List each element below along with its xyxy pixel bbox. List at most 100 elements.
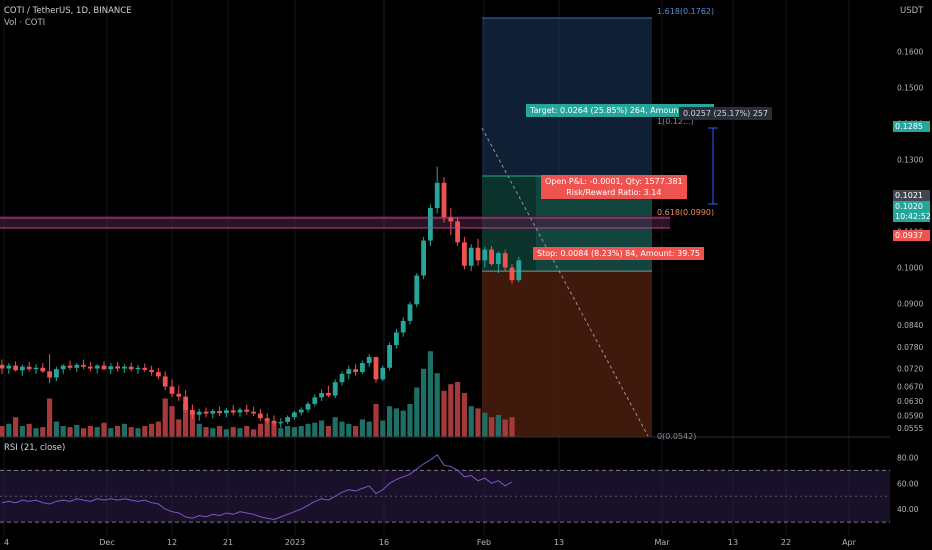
candle-body	[380, 367, 386, 380]
volume-bar	[183, 404, 189, 437]
volume-bar	[305, 423, 311, 437]
candles	[0, 166, 522, 428]
currency-label: USDT	[900, 6, 924, 16]
time-tick-label: 13	[728, 538, 738, 547]
rsi-tick-label: 40.00	[897, 505, 919, 514]
candle-body	[496, 253, 501, 264]
candle-body	[108, 366, 114, 370]
fib-618-label: 0.618(0.0990)	[657, 208, 715, 217]
volume-bar	[502, 419, 508, 437]
grid-lines	[3, 0, 850, 535]
volume-bar	[461, 393, 467, 437]
candle-body	[468, 247, 474, 266]
candle-body	[251, 411, 256, 414]
candle-body	[217, 411, 222, 414]
candle-body	[339, 373, 345, 383]
candle-body	[13, 365, 18, 371]
volume-bar	[353, 426, 359, 437]
volume-bar	[427, 351, 433, 437]
volume-bar	[87, 426, 93, 437]
fib-mid-label: 1(0.12...)	[657, 117, 694, 126]
volume-bar	[237, 428, 243, 437]
volume-bar	[278, 428, 284, 437]
volume-bar	[108, 428, 114, 437]
volume-bar	[0, 426, 5, 437]
volume-bar	[285, 426, 291, 437]
candle-body	[210, 411, 216, 414]
position-zones[interactable]	[0, 18, 670, 437]
volume-bar	[482, 412, 488, 437]
candle-body	[346, 369, 352, 374]
volume-bar	[74, 424, 80, 437]
price-tick-label: 0.0555	[897, 424, 923, 433]
volume-bar	[251, 429, 257, 437]
target-zone	[482, 18, 652, 176]
target-label[interactable]: Target: 0.0264 (25.85%) 264, Amount: 94.…	[526, 104, 714, 117]
candle-body	[74, 364, 80, 368]
volume-bar	[53, 421, 59, 437]
price-tick-label: 0.0780	[897, 343, 923, 352]
volume-bar	[400, 410, 406, 437]
candle-body	[394, 332, 399, 346]
candle-body	[101, 365, 107, 370]
candle-body	[142, 367, 148, 370]
candle-body	[271, 420, 277, 424]
candle-body	[196, 411, 202, 415]
rsi-label: RSI (21, close)	[4, 443, 66, 453]
volume-bar	[196, 423, 202, 437]
candle-body	[298, 409, 304, 413]
candle-body	[156, 372, 161, 377]
volume-bar	[475, 408, 481, 437]
volume-bar	[373, 404, 379, 437]
volume-bar	[203, 427, 209, 437]
candle-body	[94, 365, 100, 369]
volume-bar	[244, 426, 250, 437]
time-tick-label: 16	[379, 538, 389, 547]
time-tick-label: 22	[781, 538, 791, 547]
volume-bar	[495, 415, 501, 437]
candle-body	[224, 410, 229, 414]
time-tick-label: 12	[167, 538, 177, 547]
candle-body	[6, 365, 12, 369]
price-tick-label: 0.0670	[897, 383, 923, 392]
price-axis-bg	[890, 0, 932, 550]
candle-body	[26, 366, 32, 370]
volume-bars	[0, 351, 515, 437]
time-tick-label: 4	[4, 538, 9, 547]
volume-bar	[149, 423, 155, 437]
candle-body	[278, 421, 284, 424]
volume-bar	[489, 417, 495, 437]
candle-body	[482, 249, 488, 261]
volume-bar	[81, 428, 87, 437]
time-tick-label: 13	[554, 538, 564, 547]
stop-label[interactable]: Stop: 0.0084 (8.23%) 84, Amount: 39.75	[533, 247, 705, 260]
range-measure-label[interactable]: 0.0257 (25.17%) 257	[679, 107, 773, 120]
volume-bar	[189, 412, 195, 437]
candle-body	[502, 253, 508, 268]
fib-diagonal	[481, 127, 649, 437]
price-tick-label: 0.0630	[897, 397, 923, 406]
price-tick-label: 0.0590	[897, 411, 923, 420]
volume-bar	[19, 426, 25, 437]
candle-body	[434, 182, 440, 209]
symbol-title: COTI / TetherUS, 1D, BINANCE	[4, 6, 132, 16]
candle-body	[135, 367, 141, 370]
candle-body	[162, 376, 168, 387]
volume-bar	[291, 427, 297, 437]
volume-bar	[434, 373, 440, 437]
support-band	[0, 216, 670, 228]
volume-bar	[387, 406, 393, 437]
candle-body	[366, 356, 372, 364]
candle-body	[203, 411, 209, 414]
candle-body	[176, 393, 182, 397]
volume-bar	[223, 429, 229, 437]
open-pl-label[interactable]: Open P&L: -0.0001, Qty: 1577.381 Risk/Re…	[541, 175, 687, 199]
candle-body	[54, 369, 59, 378]
candle-body	[360, 363, 365, 373]
candle-body	[0, 364, 5, 369]
volume-bar	[67, 427, 73, 437]
candle-body	[353, 369, 358, 373]
volume-bar	[121, 423, 127, 437]
